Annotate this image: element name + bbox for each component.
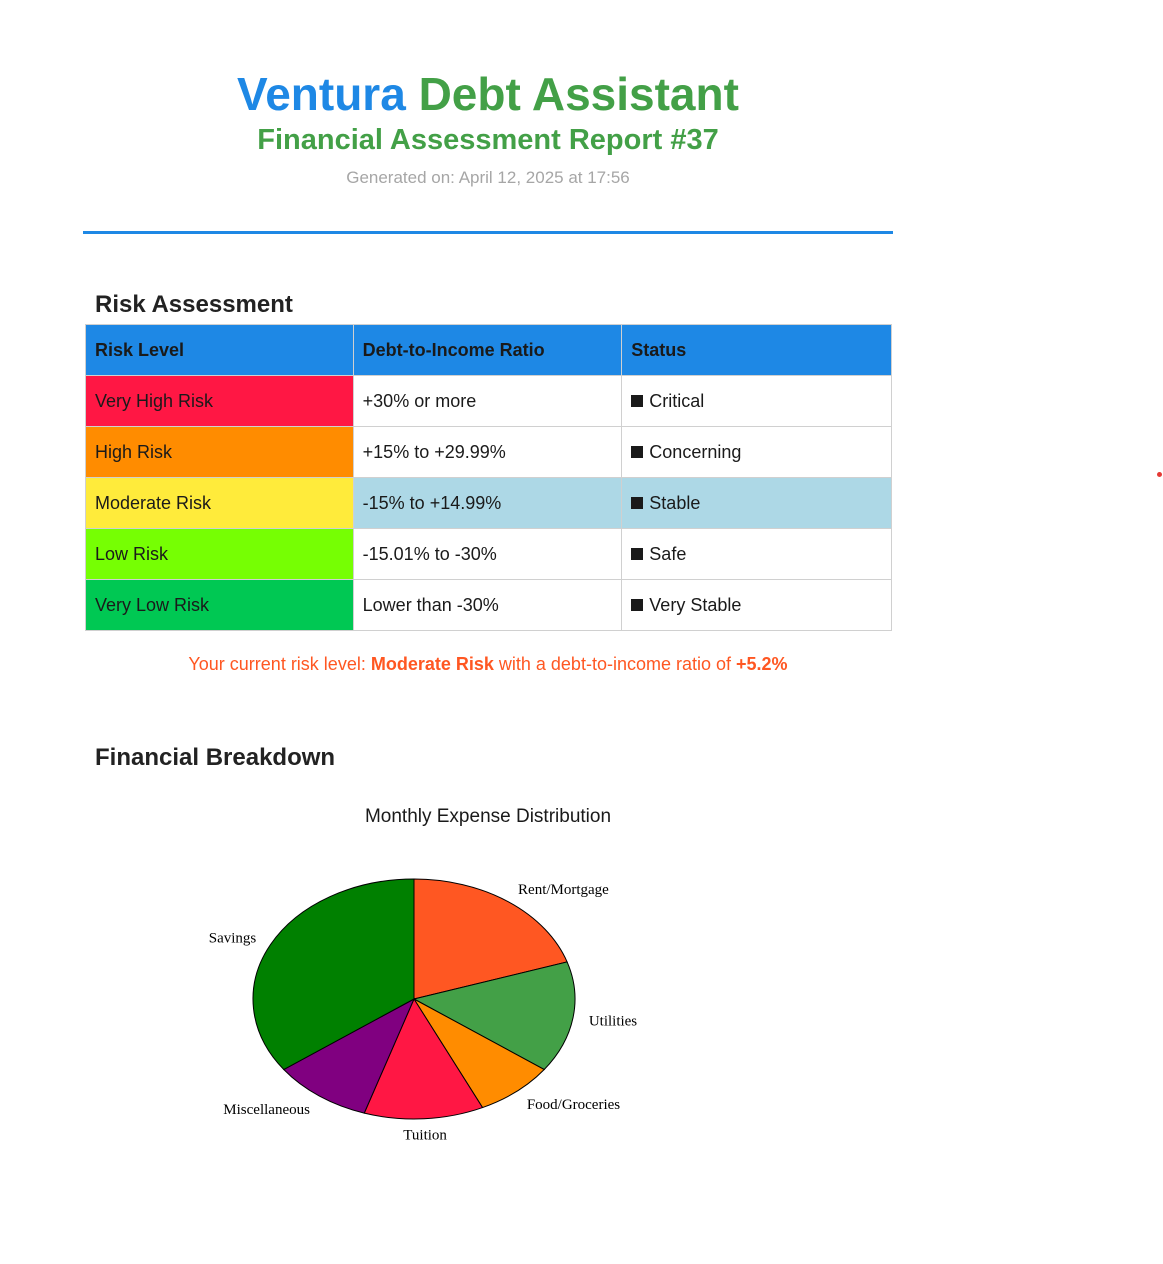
pie-slice-tuition <box>363 997 484 1120</box>
status-square-icon <box>631 598 644 611</box>
pie-slice-utilities <box>412 961 576 1071</box>
ratio-cell: +15% to +29.99% <box>352 426 623 478</box>
current-risk-summary: Your current risk level: Moderate Risk w… <box>83 654 893 675</box>
status-cell: Stable <box>621 477 892 529</box>
status-square-icon <box>631 394 644 407</box>
pie-label: Utilities <box>589 1013 637 1029</box>
current-risk-ratio: +5.2% <box>736 654 788 674</box>
pie-slice-miscellaneous <box>282 997 416 1114</box>
risk-level-cell: Very Low Risk <box>85 579 354 631</box>
generated-timestamp: Generated on: April 12, 2025 at 17:56 <box>346 168 630 187</box>
report-title: Financial Assessment Report #37 <box>257 124 719 156</box>
status-label: Stable <box>649 492 701 513</box>
risk-level-cell: Moderate Risk <box>85 477 354 529</box>
risk-table: Risk Level Debt-to-Income Ratio Status V… <box>85 324 892 631</box>
pie-label: Savings <box>209 930 257 946</box>
status-cell: Critical <box>621 375 892 427</box>
pie-label: Miscellaneous <box>223 1102 310 1118</box>
chart-title: Monthly Expense Distribution <box>364 806 612 827</box>
current-risk-prefix: Your current risk level: <box>188 654 371 674</box>
risk-table-header-row: Risk Level Debt-to-Income Ratio Status <box>85 324 892 376</box>
table-row: Moderate Risk -15% to +14.99% Stable <box>85 477 892 529</box>
status-square-icon <box>631 547 644 560</box>
column-header-risk-level: Risk Level <box>85 324 354 376</box>
pie-slice-savings <box>252 878 415 1071</box>
pie-label: Rent/Mortgage <box>518 882 609 898</box>
current-risk-level: Moderate Risk <box>370 654 494 674</box>
status-cell: Concerning <box>621 426 892 478</box>
app-title-part2: Debt Assistant <box>418 68 739 120</box>
ratio-cell: Lower than -30% <box>352 579 623 631</box>
ratio-cell: -15.01% to -30% <box>352 528 623 580</box>
risk-assessment-heading: Risk Assessment <box>95 291 293 318</box>
current-risk-middle: with a debt-to-income ratio of <box>493 654 737 674</box>
app-title-part1: Ventura <box>237 68 406 120</box>
red-dot-marker <box>1157 472 1162 477</box>
risk-level-cell: High Risk <box>85 426 354 478</box>
status-label: Concerning <box>649 441 742 462</box>
table-row: Low Risk -15.01% to -30% Safe <box>85 528 892 580</box>
status-label: Safe <box>649 543 687 564</box>
ratio-cell: -15% to +14.99% <box>352 477 623 529</box>
report-header: Ventura Debt Assistant Financial Assessm… <box>83 64 893 188</box>
table-row: Very Low Risk Lower than -30% Very Stable <box>85 579 892 631</box>
financial-breakdown-heading: Financial Breakdown <box>95 744 336 771</box>
status-cell: Very Stable <box>621 579 892 631</box>
status-square-icon <box>631 445 644 458</box>
column-header-status: Status <box>621 324 892 376</box>
status-label: Very Stable <box>649 594 742 615</box>
status-label: Critical <box>649 390 705 411</box>
table-row: High Risk +15% to +29.99% Concerning <box>85 426 892 478</box>
pie-label: Tuition <box>403 1128 447 1144</box>
risk-level-cell: Low Risk <box>85 528 354 580</box>
header-divider <box>83 231 893 234</box>
app-title: Ventura Debt Assistant <box>83 64 893 124</box>
status-square-icon <box>631 496 644 509</box>
pie-label: Food/Groceries <box>527 1097 620 1113</box>
status-cell: Safe <box>621 528 892 580</box>
column-header-ratio: Debt-to-Income Ratio <box>352 324 623 376</box>
pie-slice-rent-mortgage <box>413 878 568 1000</box>
